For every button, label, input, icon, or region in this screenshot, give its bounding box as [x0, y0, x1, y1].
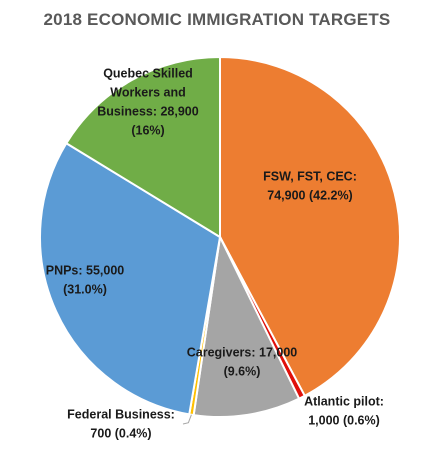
slice-label-quebec-skilled-workers: Quebec Skilled Workers and Business: 28,90… — [97, 67, 198, 138]
pie-slices — [39, 55, 401, 418]
slice-label-line: 1,000 (0.6%) — [308, 414, 380, 428]
slice-label-line: Business: 28,900 — [97, 105, 198, 119]
leader-line-federal-business — [182, 414, 192, 425]
slice-label-line: 74,900 (42.2%) — [267, 189, 352, 203]
slice-label-line: (16%) — [131, 124, 164, 138]
slice-label-line: (9.6%) — [224, 365, 261, 379]
pie-slice-pnps — [39, 141, 222, 416]
slice-label-line: Workers and — [110, 86, 186, 100]
slice-label-atlantic-pilot: Atlantic pilot: 1,000 (0.6%) — [304, 395, 384, 428]
slice-label-federal-business: Federal Business: 700 (0.4%) — [67, 408, 175, 441]
chart-title: 2018 ECONOMIC IMMIGRATION TARGETS — [43, 10, 391, 29]
slice-label-line: PNPs: 55,000 — [46, 264, 125, 278]
slice-label-caregivers: Caregivers: 17,000 (9.6%) — [187, 346, 298, 379]
slice-label-line: Federal Business: — [67, 408, 175, 422]
slice-label-line: Atlantic pilot: — [304, 395, 384, 409]
pie-slice-caregivers — [192, 233, 301, 418]
slice-label-fsw-fst-cec: FSW, FST, CEC: 74,900 (42.2%) — [263, 170, 357, 203]
leader-lines — [182, 414, 192, 425]
slice-label-pnps: PNPs: 55,000 (31.0%) — [46, 264, 125, 297]
slice-label-line: 700 (0.4%) — [90, 427, 151, 441]
slice-label-line: FSW, FST, CEC: — [263, 170, 357, 184]
slice-label-line: (31.0%) — [63, 283, 107, 297]
slice-labels: FSW, FST, CEC: 74,900 (42.2%) Atlantic pil… — [46, 67, 384, 441]
slice-label-line: Quebec Skilled — [103, 67, 193, 81]
pie-slice-quebec-skilled-workers — [64, 55, 221, 239]
slice-label-line: Caregivers: 17,000 — [187, 346, 298, 360]
pie-slice-fsw-fst-cec — [219, 55, 401, 398]
